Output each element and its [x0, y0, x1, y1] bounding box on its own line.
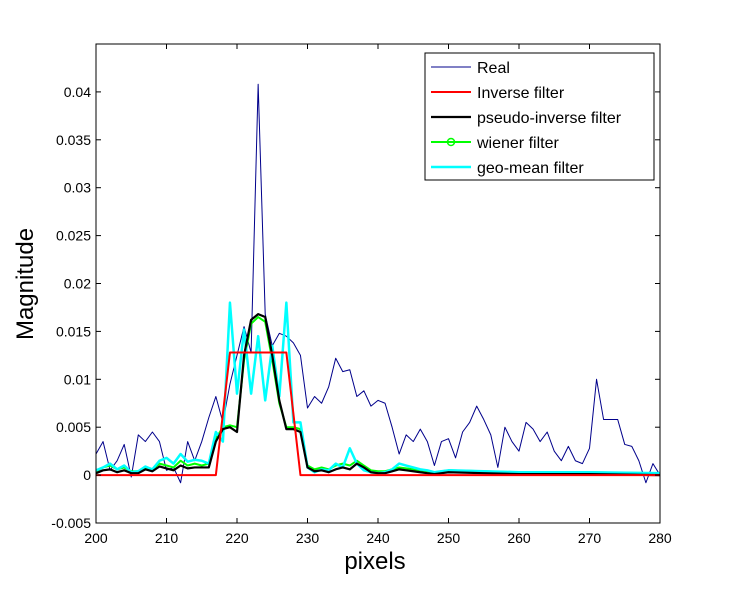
y-tick-label: 0.03 — [64, 180, 91, 196]
x-tick-label: 230 — [296, 530, 320, 546]
x-tick-label: 200 — [84, 530, 108, 546]
legend-label: Real — [477, 60, 510, 77]
x-tick-label: 250 — [437, 530, 461, 546]
y-tick-label: 0.025 — [56, 228, 91, 244]
series-line-geo-mean-filter — [96, 301, 660, 475]
legend-marker — [446, 137, 456, 147]
y-tick-label: 0.04 — [64, 84, 91, 100]
y-tick-label: 0.035 — [56, 132, 91, 148]
y-axis-label: Magnitude — [12, 228, 39, 340]
legend-label: Inverse filter — [477, 85, 565, 102]
series-line-pseudo-inverse-filter — [96, 313, 660, 477]
y-tick-label: 0 — [83, 467, 91, 483]
legend-label: pseudo-inverse filter — [477, 110, 622, 127]
series-line-real — [96, 83, 660, 484]
legend-label: wiener filter — [476, 135, 559, 152]
y-tick-label: 0.02 — [64, 276, 91, 292]
x-tick-label: 220 — [225, 530, 249, 546]
x-axis-label: pixels — [344, 548, 405, 575]
y-tick-label: 0.01 — [64, 371, 91, 387]
x-tick-label: 280 — [648, 530, 672, 546]
series-line-inverse-filter — [96, 351, 660, 477]
y-tick-label: 0.015 — [56, 323, 91, 339]
x-tick-label: 240 — [366, 530, 390, 546]
y-tick-label: 0.005 — [56, 419, 91, 435]
y-tick-label: -0.005 — [51, 515, 91, 531]
x-tick-label: 260 — [507, 530, 531, 546]
x-tick-label: 270 — [578, 530, 602, 546]
legend-label: geo-mean filter — [477, 160, 584, 177]
series-layer — [96, 83, 660, 484]
legend: Real Inverse filter pseudo-inverse filter w… — [424, 52, 655, 181]
tick-layer: 200 210 220 230 240 250 260 270 280 -0.005 0 0.005 0… — [51, 44, 672, 546]
x-tick-label: 210 — [155, 530, 179, 546]
